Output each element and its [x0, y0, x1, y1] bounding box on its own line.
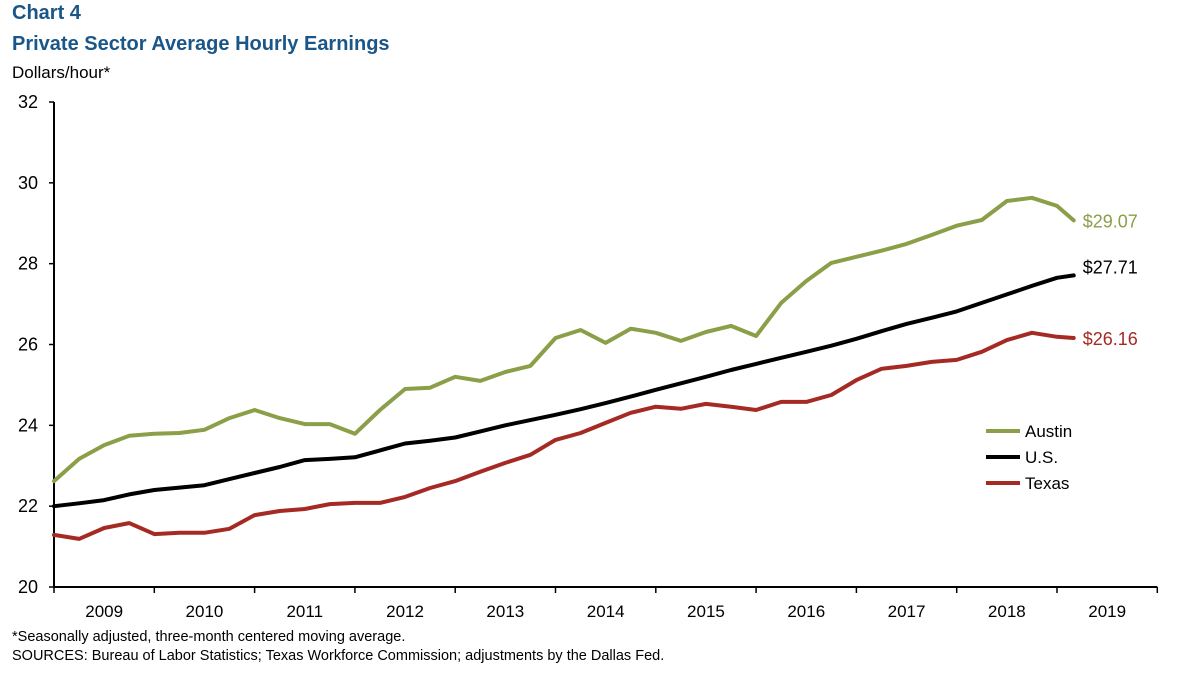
chart-label: Chart 4 — [12, 2, 81, 24]
x-tick-label: 2018 — [988, 602, 1026, 621]
x-tick-label: 2019 — [1088, 602, 1126, 621]
x-tick-label: 2017 — [888, 602, 926, 621]
y-tick-label: 20 — [18, 577, 38, 597]
x-tick-label: 2013 — [486, 602, 524, 621]
y-axis-unit: Dollars/hour* — [12, 63, 111, 82]
x-tick-label: 2009 — [85, 602, 123, 621]
y-tick-label: 32 — [18, 92, 38, 112]
y-tick-label: 30 — [18, 173, 38, 193]
y-tick-label: 26 — [18, 335, 38, 355]
end-value-label: $26.16 — [1083, 329, 1138, 349]
y-tick-label: 22 — [18, 496, 38, 516]
end-value-label: $27.71 — [1083, 257, 1138, 277]
y-tick-label: 28 — [18, 254, 38, 274]
end-value-label: $29.07 — [1083, 211, 1138, 231]
footnotes: *Seasonally adjusted, three-month center… — [12, 628, 664, 666]
x-tick-label: 2012 — [386, 602, 424, 621]
x-tick-label: 2011 — [286, 602, 323, 621]
series-line-texas — [52, 330, 1076, 541]
chart-title: Private Sector Average Hourly Earnings — [12, 33, 390, 55]
legend-label: Austin — [1025, 422, 1072, 441]
footnote-adjustment: *Seasonally adjusted, three-month center… — [12, 629, 406, 645]
series-line-us — [52, 273, 1076, 509]
x-tick-label: 2016 — [787, 602, 825, 621]
series-line-austin — [52, 195, 1076, 484]
legend-label: Texas — [1025, 474, 1069, 493]
y-tick-label: 24 — [18, 415, 38, 435]
footnote-sources: SOURCES: Bureau of Labor Statistics; Tex… — [12, 648, 665, 664]
x-tick-label: 2010 — [186, 602, 224, 621]
legend-label: U.S. — [1025, 448, 1058, 467]
x-tick-label: 2014 — [587, 602, 625, 621]
x-tick-label: 2015 — [687, 602, 725, 621]
